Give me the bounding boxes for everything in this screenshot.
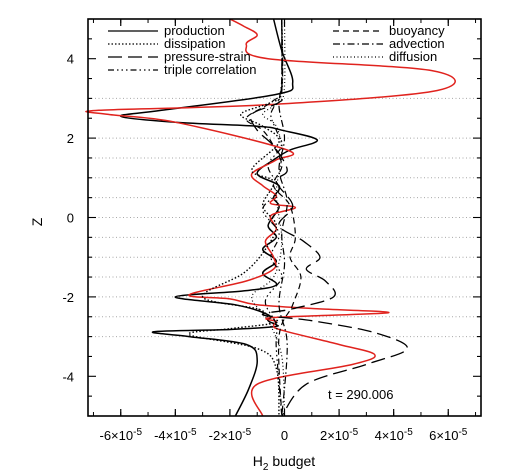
x-tick-label: 4×10-5 xyxy=(375,427,414,443)
y-axis-title: Z xyxy=(29,217,45,226)
legend-label: advection xyxy=(389,36,445,51)
series-line-dissipation xyxy=(188,18,284,417)
x-tick-label-exponent: -5 xyxy=(349,427,358,438)
x-tick-label-mantissa: -4×10 xyxy=(154,428,188,443)
series-line-diffusion xyxy=(251,18,286,417)
series-line-production-red xyxy=(85,18,456,417)
legend-label: diffusion xyxy=(389,49,437,64)
x-axis-title-sub: 2 xyxy=(263,462,269,473)
legend-label: pressure-strain xyxy=(164,49,251,64)
x-axis-title-main: H xyxy=(253,453,263,469)
x-tick-label: 6×10-5 xyxy=(429,427,468,443)
x-tick-label: -4×10-5 xyxy=(154,427,197,443)
legend-label: dissipation xyxy=(164,36,225,51)
x-tick-label-mantissa: 4×10 xyxy=(375,428,404,443)
x-axis-title-rest: budget xyxy=(268,453,315,469)
y-tick-label: -4 xyxy=(62,369,74,384)
x-tick-label-mantissa: 0 xyxy=(281,428,288,443)
y-tick-label: 0 xyxy=(67,211,74,226)
y-tick-label: 2 xyxy=(67,131,74,146)
series-line-buoyancy xyxy=(245,18,302,417)
series-line-advection xyxy=(278,18,288,417)
x-tick-label-exponent: -5 xyxy=(242,427,251,438)
x-tick-label-mantissa: -2×10 xyxy=(209,428,243,443)
legend-label: buoyancy xyxy=(389,23,445,38)
x-tick-label: -2×10-5 xyxy=(209,427,252,443)
x-tick-label: 2×10-5 xyxy=(320,427,359,443)
legend: productiondissipationpressure-straintrip… xyxy=(108,23,445,77)
legend-label: triple correlation xyxy=(164,62,257,77)
x-tick-label: -6×10-5 xyxy=(99,427,142,443)
y-tick-label: 4 xyxy=(67,52,74,67)
x-tick-label-exponent: -5 xyxy=(404,427,413,438)
x-tick-label-exponent: -5 xyxy=(188,427,197,438)
x-tick-label-mantissa: 2×10 xyxy=(320,428,349,443)
x-tick-label-exponent: -5 xyxy=(133,427,142,438)
x-tick-label-exponent: -5 xyxy=(458,427,467,438)
x-axis-ticks: -6×10-5 -4×10-5 -2×10-5 0 2×10-5 4×10-5 6×10-5 xyxy=(92,19,477,443)
series-line-pressure-strain xyxy=(249,18,408,417)
x-axis-title: H2 budget xyxy=(253,453,316,473)
x-tick-label-mantissa: -6×10 xyxy=(99,428,133,443)
x-tick-label: 0 xyxy=(281,428,288,443)
x-tick-label-mantissa: 6×10 xyxy=(429,428,458,443)
series-lines xyxy=(85,18,456,417)
legend-label: production xyxy=(164,23,225,38)
y-axis-ticks: -4 -2 0 2 4 xyxy=(62,18,481,417)
time-annotation: t = 290.006 xyxy=(328,387,393,402)
y-tick-label: -2 xyxy=(62,290,74,305)
